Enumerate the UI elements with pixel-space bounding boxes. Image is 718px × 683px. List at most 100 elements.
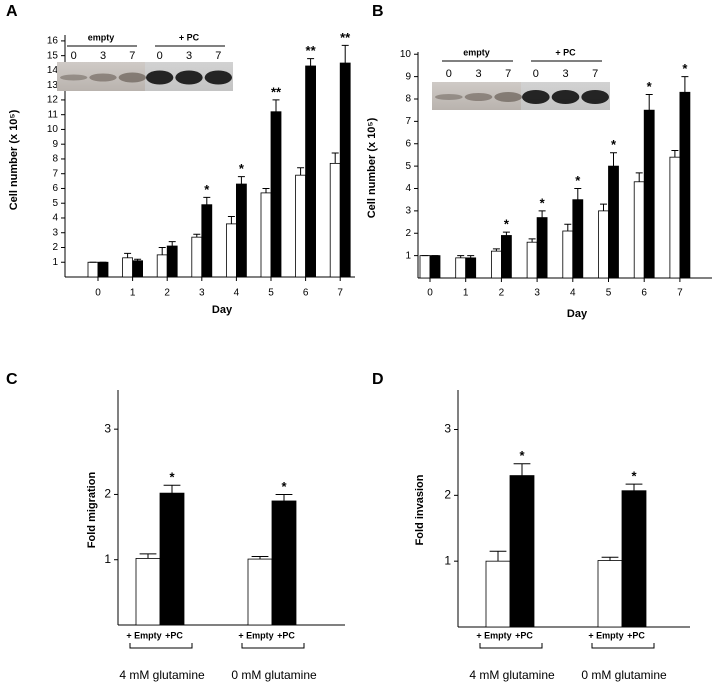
y-tick-label: 1 [52, 257, 58, 268]
inset-lane-label: 7 [215, 50, 221, 62]
error-bar [124, 252, 132, 258]
group-bracket [129, 643, 193, 649]
blot-band [551, 90, 580, 104]
x-tick-label: 3 [199, 288, 205, 299]
bar [500, 235, 512, 279]
error-bar [275, 493, 293, 501]
bar [465, 257, 477, 279]
error-bar [601, 556, 619, 561]
bar [643, 109, 655, 279]
significance: ** [340, 30, 351, 45]
bar [305, 65, 317, 278]
bar [339, 62, 351, 278]
bar-sub-label: + Empty [476, 630, 511, 640]
group-bracket [591, 643, 655, 649]
inset-lane-label: 0 [533, 68, 539, 80]
error-bar [237, 176, 245, 185]
error-bar [538, 210, 546, 218]
bar [191, 236, 203, 278]
y-tick-label: 7 [52, 168, 58, 179]
y-tick-label: 9 [405, 71, 411, 82]
error-bar [307, 58, 315, 66]
y-tick-label: 8 [405, 94, 411, 105]
blot-band [146, 70, 174, 85]
x-tick-label: 4 [570, 288, 576, 299]
error-bar [457, 255, 465, 258]
bar [526, 241, 538, 279]
error-bar [502, 231, 510, 236]
x-tick-label: 2 [164, 288, 170, 299]
inset-lane-label: 0 [157, 50, 163, 62]
error-bar [489, 550, 507, 562]
y-tick-label: 1 [104, 552, 111, 566]
bar [201, 204, 213, 278]
error-bar [645, 94, 653, 111]
error-bar [163, 484, 181, 494]
x-tick-label: 7 [677, 288, 683, 299]
y-tick-label: 2 [52, 242, 58, 253]
y-tick-label: 5 [52, 198, 58, 209]
inset-lane-label: 3 [186, 50, 192, 62]
bar [247, 558, 273, 626]
bar [562, 230, 574, 279]
group-label: 4 mM glutamine [119, 668, 205, 682]
bar [429, 255, 441, 279]
panel-letter: B [372, 3, 384, 20]
y-tick-label: 1 [405, 250, 411, 261]
x-tick-label: 6 [641, 288, 647, 299]
bar [536, 217, 548, 279]
significance: * [575, 173, 581, 188]
bar [87, 261, 99, 278]
error-bar [600, 203, 607, 211]
blot-band [464, 93, 493, 101]
panel: C 1 2 3 Fold migration 4 mM glutamine + Empty *… [6, 371, 345, 682]
error-bar [331, 152, 339, 164]
blot-band [118, 72, 146, 83]
bar [598, 210, 609, 279]
significance: * [611, 137, 617, 152]
significance: * [239, 161, 245, 176]
y-tick-label: 7 [405, 116, 411, 127]
error-bar [671, 149, 679, 158]
error-bar [635, 172, 643, 182]
group-bracket [479, 643, 543, 649]
bar-sub-label: + Empty [588, 630, 623, 640]
blot-band [581, 90, 610, 104]
y-tick-label: 6 [52, 183, 58, 194]
inset-lane-label: 7 [129, 50, 135, 62]
y-tick-label: 3 [52, 227, 58, 238]
y-tick-label: 9 [52, 139, 58, 150]
error-bar [168, 241, 176, 247]
inset-group-label: + PC [555, 47, 576, 57]
bar-sub-label: +PC [277, 630, 295, 640]
y-tick-label: 3 [104, 421, 111, 435]
blot-band [59, 74, 88, 81]
y-tick-label: 1 [444, 553, 451, 567]
y-tick-label: 6 [405, 138, 411, 149]
y-axis-label: Cell number (x 10⁵) [8, 109, 20, 210]
x-tick-label: 2 [499, 288, 505, 299]
significance: * [682, 61, 688, 76]
y-tick-label: 10 [400, 49, 412, 60]
x-tick-label: 0 [427, 288, 433, 299]
error-bar [492, 248, 500, 252]
inset-lane-label: 0 [71, 50, 77, 62]
panel: D 1 2 3 Fold invasion 4 mM glutamine + Empty * +… [372, 371, 690, 682]
significance: * [647, 79, 653, 94]
significance: * [519, 448, 525, 463]
error-bar [272, 99, 280, 112]
y-tick-label: 11 [48, 109, 59, 120]
bar [135, 558, 161, 626]
bar-sub-label: +PC [627, 630, 645, 640]
y-axis-label: Fold invasion [414, 474, 426, 545]
bar [260, 192, 272, 278]
inset-lane-label: 3 [562, 68, 568, 80]
bar [270, 111, 282, 278]
bar [509, 475, 535, 628]
y-tick-label: 12 [47, 95, 59, 106]
significance: * [281, 479, 287, 494]
blot-band [494, 92, 522, 102]
y-tick-label: 8 [52, 154, 58, 165]
y-axis-label: Cell number (x 10⁵) [366, 117, 378, 218]
